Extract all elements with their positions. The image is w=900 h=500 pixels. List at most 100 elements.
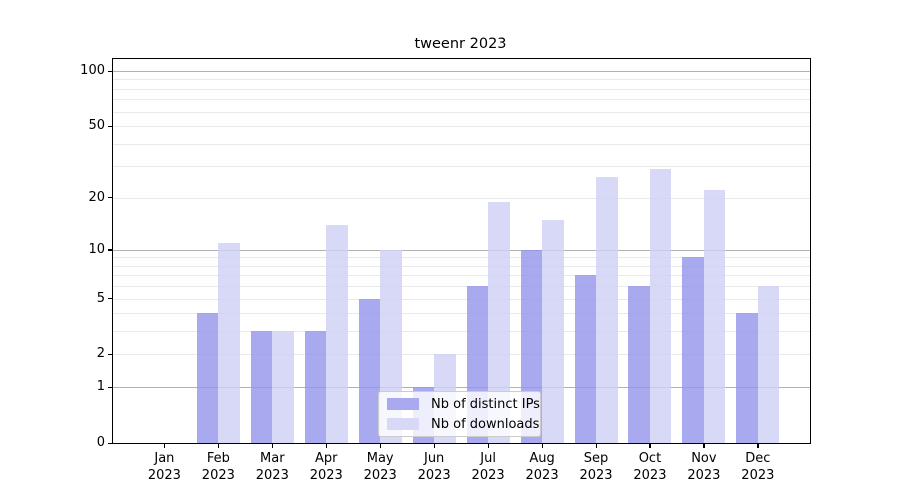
legend-item-distinct-ips: Nb of distinct IPs: [387, 396, 540, 413]
y-tick-mark-20: [108, 197, 113, 199]
legend-swatch-downloads: [387, 418, 419, 430]
x-tick-label-month: May: [366, 451, 394, 466]
x-tick-mark-apr: [325, 443, 328, 448]
gridline-minor-40: [113, 143, 810, 145]
x-tick-label-year: 2023: [417, 467, 451, 483]
x-tick-mark-nov: [703, 443, 705, 448]
x-tick-mark-feb: [217, 443, 220, 448]
gridline-major-10: [113, 249, 810, 251]
x-tick-label-year: 2023: [471, 467, 505, 483]
x-tick-label-jan: Jan 2023: [129, 451, 199, 484]
x-tick-label-year: 2023: [309, 467, 343, 483]
x-tick-mark-oct: [649, 443, 651, 448]
x-tick-label-year: 2023: [741, 467, 775, 483]
y-tick-mark-10: [108, 249, 113, 251]
x-tick-mark-jul: [487, 443, 489, 448]
x-tick-label-year: 2023: [147, 467, 181, 483]
gridline-minor-30: [113, 166, 810, 168]
x-tick-label-month: Jun: [423, 451, 445, 466]
legend-label-distinct-ips: Nb of distinct IPs: [431, 396, 540, 412]
x-tick-label-dec: Dec 2023: [723, 451, 793, 484]
bar-distinct-ips-dec: [736, 313, 758, 443]
bar-downloads-sep: [596, 177, 618, 443]
x-tick-mark-dec: [757, 443, 759, 448]
y-tick-mark-50: [108, 125, 113, 127]
gridline-minor-50: [113, 126, 810, 128]
gridline-minor-70: [113, 99, 810, 101]
bar-distinct-ips-nov: [682, 257, 704, 443]
gridline-minor-80: [113, 88, 810, 90]
x-tick-label-oct: Oct 2023: [615, 451, 685, 484]
x-tick-label-month: Nov: [691, 451, 717, 466]
x-tick-mark-jun: [433, 443, 435, 448]
x-tick-label-mar: Mar 2023: [237, 451, 307, 484]
x-tick-label-month: Apr: [315, 451, 338, 466]
y-tick-label-50: 50: [88, 118, 105, 134]
gridline-minor-2: [113, 354, 810, 356]
y-tick-mark-5: [108, 298, 113, 300]
x-tick-label-jun: Jun 2023: [399, 451, 469, 484]
gridline-minor-9: [113, 257, 810, 259]
y-tick-label-1: 1: [96, 379, 105, 395]
bar-distinct-ips-apr: [304, 331, 327, 443]
gridline-minor-3: [113, 331, 810, 333]
bar-distinct-ips-oct: [628, 286, 650, 443]
y-tick-mark-2: [108, 353, 113, 356]
x-tick-label-month: Dec: [745, 451, 771, 466]
y-tick-mark-0: [108, 442, 113, 444]
x-tick-label-month: Oct: [638, 451, 662, 466]
bar-distinct-ips-mar: [250, 331, 273, 443]
x-tick-label-year: 2023: [363, 467, 397, 483]
x-tick-mark-aug: [541, 443, 543, 448]
gridline-minor-6: [113, 286, 810, 288]
gridline-minor-90: [113, 79, 810, 81]
x-tick-label-month: Jul: [480, 451, 496, 466]
x-tick-label-month: Mar: [260, 451, 285, 466]
legend-label-downloads: Nb of downloads: [431, 416, 540, 432]
y-tick-label-100: 100: [80, 63, 105, 78]
plot-area: [112, 58, 811, 444]
x-tick-label-sep: Sep 2023: [561, 451, 631, 484]
x-tick-label-year: 2023: [201, 467, 235, 483]
bar-downloads-feb: [218, 242, 240, 443]
x-tick-mark-may: [379, 443, 381, 448]
y-tick-label-0: 0: [96, 435, 105, 450]
bar-downloads-dec: [757, 286, 780, 443]
x-tick-label-month: Feb: [206, 451, 230, 466]
bar-downloads-mar: [272, 331, 294, 443]
bar-downloads-oct: [649, 168, 672, 443]
x-tick-label-month: Aug: [529, 451, 555, 466]
x-tick-label-jul: Jul 2023: [453, 451, 523, 484]
x-tick-label-nov: Nov 2023: [669, 451, 739, 484]
bar-downloads-aug: [542, 219, 564, 443]
gridline-minor-20: [113, 197, 810, 199]
gridline-minor-5: [113, 298, 810, 300]
x-tick-label-month: Jan: [154, 451, 175, 466]
y-tick-label-2: 2: [96, 346, 105, 362]
bar-distinct-ips-feb: [196, 313, 219, 443]
x-tick-label-year: 2023: [633, 467, 667, 483]
legend: Nb of distinct IPs Nb of downloads: [378, 391, 541, 437]
y-tick-label-5: 5: [96, 290, 105, 306]
gridline-minor-8: [113, 265, 810, 267]
x-tick-label-feb: Feb 2023: [183, 451, 253, 484]
y-tick-label-20: 20: [88, 189, 105, 205]
x-tick-label-may: May 2023: [345, 451, 415, 484]
x-tick-label-aug: Aug 2023: [507, 451, 577, 484]
x-tick-label-month: Sep: [583, 451, 609, 466]
x-tick-label-year: 2023: [255, 467, 289, 483]
x-tick-mark-jan: [163, 443, 166, 448]
bar-distinct-ips-may: [358, 298, 381, 443]
x-tick-label-apr: Apr 2023: [291, 451, 361, 484]
bar-downloads-jul: [488, 201, 510, 443]
x-tick-mark-mar: [271, 443, 274, 448]
y-tick-mark-100: [108, 70, 113, 72]
x-tick-mark-sep: [595, 443, 597, 448]
x-tick-label-year: 2023: [579, 467, 613, 483]
bar-downloads-apr: [326, 224, 348, 443]
y-tick-label-10: 10: [88, 241, 105, 257]
gridline-major-1: [113, 387, 810, 389]
gridline-minor-60: [113, 111, 810, 113]
bar-distinct-ips-sep: [574, 275, 596, 443]
